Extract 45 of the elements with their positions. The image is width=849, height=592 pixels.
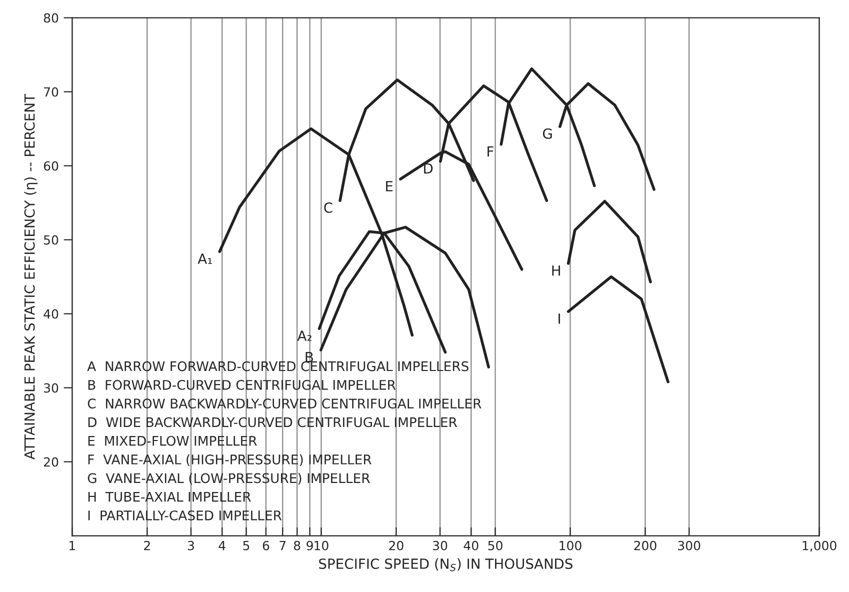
series-label: B xyxy=(306,352,313,362)
x-tick-label: 5 xyxy=(243,541,250,550)
y-tick-label: 30 xyxy=(44,383,58,393)
x-tick-label: 8 xyxy=(294,540,300,550)
y-tick-label: 70 xyxy=(44,87,58,97)
x-tick-label: 50 xyxy=(488,540,502,550)
annotation: D WIDE BACKWARDLY-CURVED CENTRIFUGAL IMPELLER xyxy=(88,417,458,428)
x-tick-label: 7 xyxy=(280,541,286,550)
x-tick-label: 200 xyxy=(634,540,656,550)
annotation: I PARTIALLY-CASED IMPELLER xyxy=(88,510,282,520)
annotation: H TUBE-AXIAL IMPELLER xyxy=(88,492,251,502)
x-tick-label: 40 xyxy=(464,540,478,550)
series-label: F xyxy=(488,146,494,156)
x-tick-label: 2 xyxy=(144,540,150,550)
x-tick-label: 1,000 xyxy=(802,540,836,552)
series-label: G xyxy=(543,128,552,139)
x-tick-label: 1 xyxy=(70,541,75,550)
series-label: I xyxy=(558,314,560,324)
annotation: B FORWARD-CURVED CENTRIFUGAL IMPELLER xyxy=(88,380,396,390)
x-tick-label: 10 xyxy=(314,540,328,550)
x-tick-label: 4 xyxy=(218,541,226,550)
x-tick-label: 300 xyxy=(678,540,700,550)
x-tick-label: 30 xyxy=(433,540,448,550)
x-tick-label: 100 xyxy=(560,540,582,550)
annotation: G VANE-AXIAL (LOW-PRESSURE) IMPELLER xyxy=(88,472,370,485)
y-tick-label: 20 xyxy=(44,457,58,467)
annotation: F VANE-AXIAL (HIGH-PRESSURE) IMPELLER xyxy=(88,454,372,466)
x-tick-label: 9 xyxy=(306,540,313,550)
y-tick-label: 80 xyxy=(44,13,58,23)
series-label: C xyxy=(324,202,332,213)
y-axis-title: ATTAINABLE PEAK STATIC EFFICIENCY (η) -- PERCENT xyxy=(24,94,38,460)
x-tick-label: 6 xyxy=(262,540,270,550)
series-label: E xyxy=(386,181,393,192)
x-tick-label: 3 xyxy=(188,540,194,550)
series-label: A₁ xyxy=(198,254,212,264)
y-tick-label: 50 xyxy=(44,235,58,245)
annotation: E MIXED-FLOW IMPELLER xyxy=(88,436,257,446)
series-label: A₂ xyxy=(297,330,312,341)
x-tick-label: 20 xyxy=(389,540,404,550)
x-axis-title: SPECIFIC SPEED (N$_{S}$) IN THOUSANDS xyxy=(319,558,572,572)
annotation: C NARROW BACKWARDLY-CURVED CENTRIFUGAL IMPELLER xyxy=(88,398,482,409)
series-label: H xyxy=(552,265,560,276)
annotation: A NARROW FORWARD-CURVED CENTRIFUGAL IMPELLERS xyxy=(87,361,468,372)
y-tick-label: 40 xyxy=(44,309,58,319)
y-tick-label: 60 xyxy=(44,161,58,171)
